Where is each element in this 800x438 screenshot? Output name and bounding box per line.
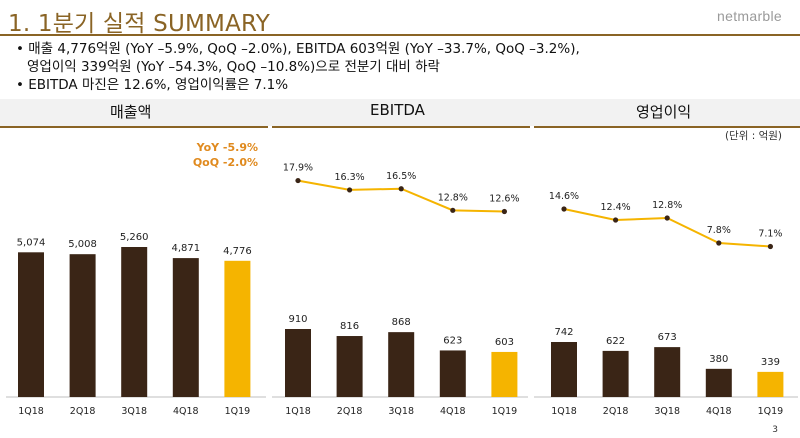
ebitda-margin-point (347, 187, 353, 193)
ebitda-category-label: 2Q18 (337, 406, 363, 417)
revenue-category-label: 2Q18 (70, 406, 96, 417)
revenue-value-label: 5,008 (68, 239, 97, 250)
netmarble-logo: netmarble (717, 8, 782, 24)
operating-profit-value-label: 742 (554, 327, 573, 338)
operating-profit-category-label: 3Q18 (654, 406, 680, 417)
page-number: 3 (772, 425, 778, 435)
ebitda-bar-2q18 (336, 336, 363, 397)
operating-profit-value-label: 380 (709, 354, 728, 365)
revenue-category-label: 3Q18 (121, 406, 147, 417)
page-title: 1. 1분기 실적 SUMMARY (8, 11, 270, 37)
operating-profit-value-label: 673 (658, 332, 677, 343)
revenue-bar-1q19 (224, 260, 251, 397)
operating-profit-margin-point (767, 243, 774, 250)
bullet-revenue-ebitda: • 매출 4,776억원 (YoY –5.9%, QoQ –2.0%), EBI… (16, 41, 580, 57)
revenue-value-label: 4,776 (223, 246, 252, 257)
ebitda-bar-4q18 (439, 350, 466, 397)
qoq-text: QoQ -2.0% (192, 156, 258, 169)
ebitda-margin-label: 12.8% (438, 192, 468, 203)
title-divider (0, 34, 800, 36)
revenue-value-label: 5,260 (120, 232, 149, 243)
unit-label: (단위 : 억원) (724, 130, 782, 142)
ebitda-category-label: 3Q18 (388, 406, 414, 417)
ebitda-margin-point (295, 177, 301, 184)
ebitda-value-label: 603 (495, 337, 514, 348)
ebitda-bar-1q18 (285, 329, 311, 397)
panel-underline-revenue (0, 126, 268, 128)
revenue-bar-4q18 (172, 258, 199, 397)
ebitda-margin-point (398, 186, 404, 192)
yoy-text: YoY -5.9% (196, 141, 258, 154)
panel-underline-op (534, 126, 800, 128)
revenue-value-label: 5,074 (17, 237, 46, 248)
operating-profit-bar-1q19 (757, 371, 784, 397)
panel-title-operating-profit: 영업이익 (636, 103, 692, 121)
ebitda-value-label: 816 (340, 321, 359, 332)
panel-title-band (0, 99, 800, 126)
operating-profit-value-label: 622 (606, 336, 625, 347)
operating-profit-category-label: 2Q18 (603, 406, 629, 417)
revenue-bar-3q18 (121, 247, 148, 397)
panel-title-ebitda: EBITDA (370, 101, 425, 119)
operating-profit-category-label: 4Q18 (706, 406, 732, 417)
ebitda-margin-label: 16.5% (386, 171, 416, 182)
ebitda-margin-label: 17.9% (283, 163, 313, 174)
ebitda-category-label: 1Q18 (285, 406, 311, 417)
yoy-annotation: YoY -5.9% QoQ -2.0% (170, 140, 258, 170)
ebitda-value-label: 910 (288, 314, 307, 325)
revenue-bar-1q18 (18, 252, 44, 397)
operating-profit-bar-4q18 (705, 368, 732, 397)
operating-profit-margin-line (563, 208, 771, 248)
operating-profit-margin-point (613, 217, 619, 223)
operating-profit-category-label: 1Q18 (551, 406, 577, 417)
bullet-margins: • EBITDA 마진은 12.6%, 영업이익률은 7.1% (16, 77, 289, 93)
revenue-category-label: 1Q19 (225, 406, 251, 417)
operating-profit-margin-point (664, 215, 670, 221)
summary-bullets: • 매출 4,776억원 (YoY –5.9%, QoQ –2.0%), EBI… (16, 40, 580, 94)
ebitda-bar-1q19 (491, 351, 518, 397)
ebitda-margin-point (450, 207, 456, 213)
ebitda-margin-point (501, 208, 507, 215)
operating-profit-margin-label: 12.4% (601, 202, 631, 213)
operating-profit-margin-label: 7.1% (758, 229, 782, 240)
ebitda-margin-line (297, 179, 505, 213)
revenue-category-label: 1Q18 (18, 406, 44, 417)
operating-profit-margin-label: 7.8% (707, 225, 731, 236)
panel-title-revenue: 매출액 (110, 103, 152, 121)
ebitda-bar-3q18 (388, 332, 415, 397)
operating-profit-margin-label: 14.6% (549, 191, 579, 202)
ebitda-margin-label: 16.3% (335, 172, 365, 183)
operating-profit-margin-label: 12.8% (652, 200, 682, 211)
ebitda-category-label: 4Q18 (440, 406, 466, 417)
revenue-value-label: 4,871 (171, 243, 200, 254)
bullet-operating-profit: 영업이익 339억원 (YoY –54.3%, QoQ –10.8%)으로 전분… (27, 59, 440, 75)
ebitda-value-label: 623 (443, 335, 462, 346)
ebitda-category-label: 1Q19 (492, 406, 518, 417)
panel-underline-ebitda (272, 126, 530, 128)
ebitda-value-label: 868 (392, 317, 411, 328)
ebitda-margin-label: 12.6% (489, 194, 519, 205)
operating-profit-bar-2q18 (602, 350, 629, 397)
revenue-bar-2q18 (69, 254, 96, 397)
operating-profit-margin-point (561, 206, 567, 212)
operating-profit-value-label: 339 (761, 357, 780, 368)
revenue-category-label: 4Q18 (173, 406, 199, 417)
operating-profit-bar-3q18 (654, 347, 681, 397)
operating-profit-margin-point (716, 240, 722, 246)
operating-profit-category-label: 1Q19 (758, 406, 784, 417)
operating-profit-bar-1q18 (551, 342, 577, 397)
